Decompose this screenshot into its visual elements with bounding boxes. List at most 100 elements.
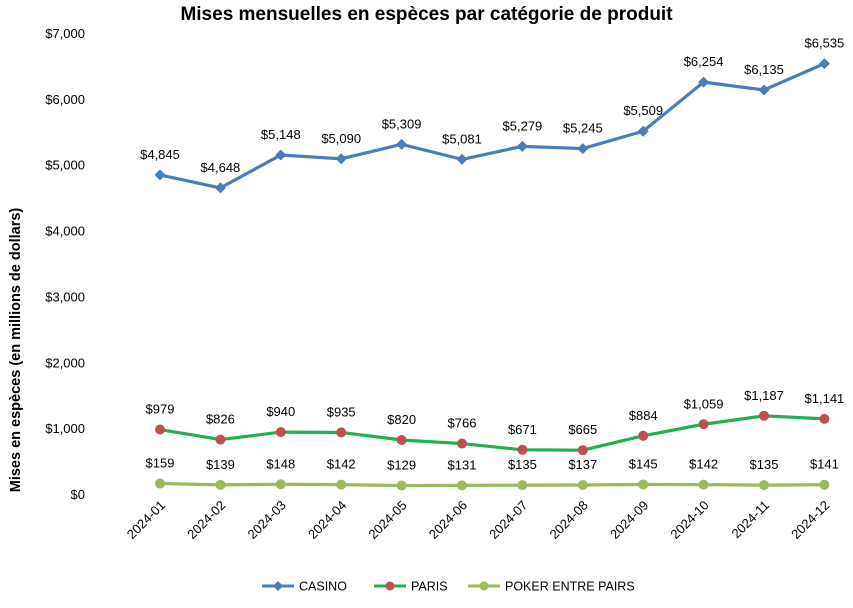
legend: CASINO PARIS POKER ENTRE PAIRS xyxy=(262,580,635,594)
data-point-paris xyxy=(457,438,467,449)
x-tick-label: 2024-02 xyxy=(184,498,228,542)
data-label-casino: $6,254 xyxy=(684,54,724,69)
data-point-casino xyxy=(818,58,830,70)
y-tick-label: $0 xyxy=(71,487,85,502)
data-label-casino: $5,279 xyxy=(503,118,543,133)
data-label-paris: $1,187 xyxy=(744,388,784,403)
data-label-paris: $1,141 xyxy=(805,391,845,406)
data-label-paris: $665 xyxy=(568,422,597,437)
series-layer xyxy=(154,58,830,491)
data-label-paris: $820 xyxy=(387,412,416,427)
data-label-casino: $6,135 xyxy=(744,62,784,77)
data-label-paris: $884 xyxy=(629,408,658,423)
data-label-casino: $5,081 xyxy=(442,131,482,146)
data-label-casino: $4,648 xyxy=(201,160,241,175)
data-label-casino: $4,845 xyxy=(140,147,180,162)
y-tick-label: $7,000 xyxy=(45,26,85,41)
data-point-poker-entre-pairs xyxy=(457,480,467,491)
data-point-casino xyxy=(214,182,226,194)
y-tick-label: $4,000 xyxy=(45,224,85,239)
x-tick-label: 2024-09 xyxy=(607,498,651,542)
data-point-poker-entre-pairs xyxy=(638,479,649,490)
x-tick-label: 2024-05 xyxy=(365,498,409,542)
data-point-casino xyxy=(275,149,287,161)
data-point-poker-entre-pairs xyxy=(215,479,226,490)
y-tick-label: $5,000 xyxy=(45,158,85,173)
x-tick-label: 2024-11 xyxy=(728,498,772,542)
data-label-poker-entre-pairs: $139 xyxy=(206,457,235,472)
data-point-casino xyxy=(516,140,528,152)
x-tick-label: 2024-01 xyxy=(124,498,168,542)
data-point-poker-entre-pairs xyxy=(155,478,165,489)
data-label-casino: $5,148 xyxy=(261,127,301,142)
y-tick-label: $6,000 xyxy=(45,92,85,107)
chart-title: Mises mensuelles en espèces par catégori… xyxy=(180,4,673,25)
series-line-poker-entre-pairs xyxy=(159,481,825,488)
y-axis-label: Mises en espèces (en millions de dollars… xyxy=(8,208,24,493)
x-tick-label: 2024-12 xyxy=(788,498,832,542)
legend-marker-paris xyxy=(385,581,395,591)
data-label-poker-entre-pairs: $148 xyxy=(266,456,295,471)
data-point-paris xyxy=(638,430,649,441)
data-label-casino: $6,535 xyxy=(805,36,845,51)
data-label-casino: $5,090 xyxy=(321,131,361,146)
legend-label-casino: CASINO xyxy=(299,580,347,594)
series-line-casino xyxy=(159,62,826,190)
data-point-casino xyxy=(577,143,589,155)
data-label-paris: $940 xyxy=(266,404,295,419)
data-point-paris xyxy=(155,424,165,435)
y-tick-label: $1,000 xyxy=(45,421,85,436)
data-point-casino xyxy=(154,169,166,181)
data-label-poker-entre-pairs: $145 xyxy=(629,456,658,471)
legend-label-poker-entre-pairs: POKER ENTRE PAIRS xyxy=(505,580,635,594)
data-point-paris xyxy=(577,445,588,456)
data-point-poker-entre-pairs xyxy=(819,479,830,490)
x-axis: 2024-01 2024-02 2024-03 2024-04 2024-05 2024-… xyxy=(124,498,833,542)
data-label-poker-entre-pairs: $131 xyxy=(448,457,477,472)
data-point-casino xyxy=(335,153,347,165)
data-point-paris xyxy=(698,419,709,430)
data-label-poker-entre-pairs: $159 xyxy=(146,456,175,471)
data-label-poker-entre-pairs: $137 xyxy=(568,457,597,472)
data-labels: $4,845 $4,648 $5,148 $5,090 $5,309 $5,081 $5,2… xyxy=(140,36,844,473)
data-label-poker-entre-pairs: $129 xyxy=(387,458,416,473)
data-point-casino xyxy=(456,153,468,165)
data-point-poker-entre-pairs xyxy=(517,480,528,491)
legend-marker-poker-entre-pairs xyxy=(479,581,489,591)
data-point-casino xyxy=(637,125,649,137)
data-point-paris xyxy=(336,427,347,438)
x-tick-label: 2024-10 xyxy=(667,498,711,542)
data-point-casino xyxy=(396,138,408,150)
data-label-paris: $1,059 xyxy=(684,396,724,411)
x-tick-label: 2024-03 xyxy=(245,498,289,542)
data-point-poker-entre-pairs xyxy=(759,480,769,491)
legend-label-paris: PARIS xyxy=(411,580,448,594)
data-point-poker-entre-pairs xyxy=(336,479,347,490)
data-label-poker-entre-pairs: $142 xyxy=(689,457,718,472)
data-point-paris xyxy=(215,434,226,445)
data-point-poker-entre-pairs xyxy=(396,480,407,491)
y-axis: $0 $1,000 $2,000 $3,000 $4,000 $5,000 $6,000 $7… xyxy=(45,26,85,502)
x-tick-label: 2024-07 xyxy=(486,498,530,542)
data-point-paris xyxy=(275,427,286,438)
data-point-casino xyxy=(758,84,770,96)
data-point-poker-entre-pairs xyxy=(698,479,709,490)
legend-marker-casino xyxy=(273,581,283,591)
data-label-paris: $766 xyxy=(448,416,477,431)
y-tick-label: $3,000 xyxy=(45,289,85,304)
data-label-poker-entre-pairs: $135 xyxy=(750,457,779,472)
data-label-casino: $5,509 xyxy=(623,103,663,118)
data-point-paris xyxy=(517,444,528,455)
data-label-casino: $5,309 xyxy=(382,116,422,131)
y-tick-label: $2,000 xyxy=(45,355,85,370)
x-tick-label: 2024-08 xyxy=(547,498,591,542)
data-label-paris: $979 xyxy=(146,402,175,417)
series-line-paris xyxy=(159,414,825,452)
data-label-paris: $935 xyxy=(327,404,356,419)
data-label-poker-entre-pairs: $141 xyxy=(810,457,839,472)
data-point-poker-entre-pairs xyxy=(577,479,588,490)
data-label-casino: $5,245 xyxy=(563,121,603,136)
data-label-paris: $826 xyxy=(206,412,235,427)
x-tick-label: 2024-06 xyxy=(426,498,470,542)
